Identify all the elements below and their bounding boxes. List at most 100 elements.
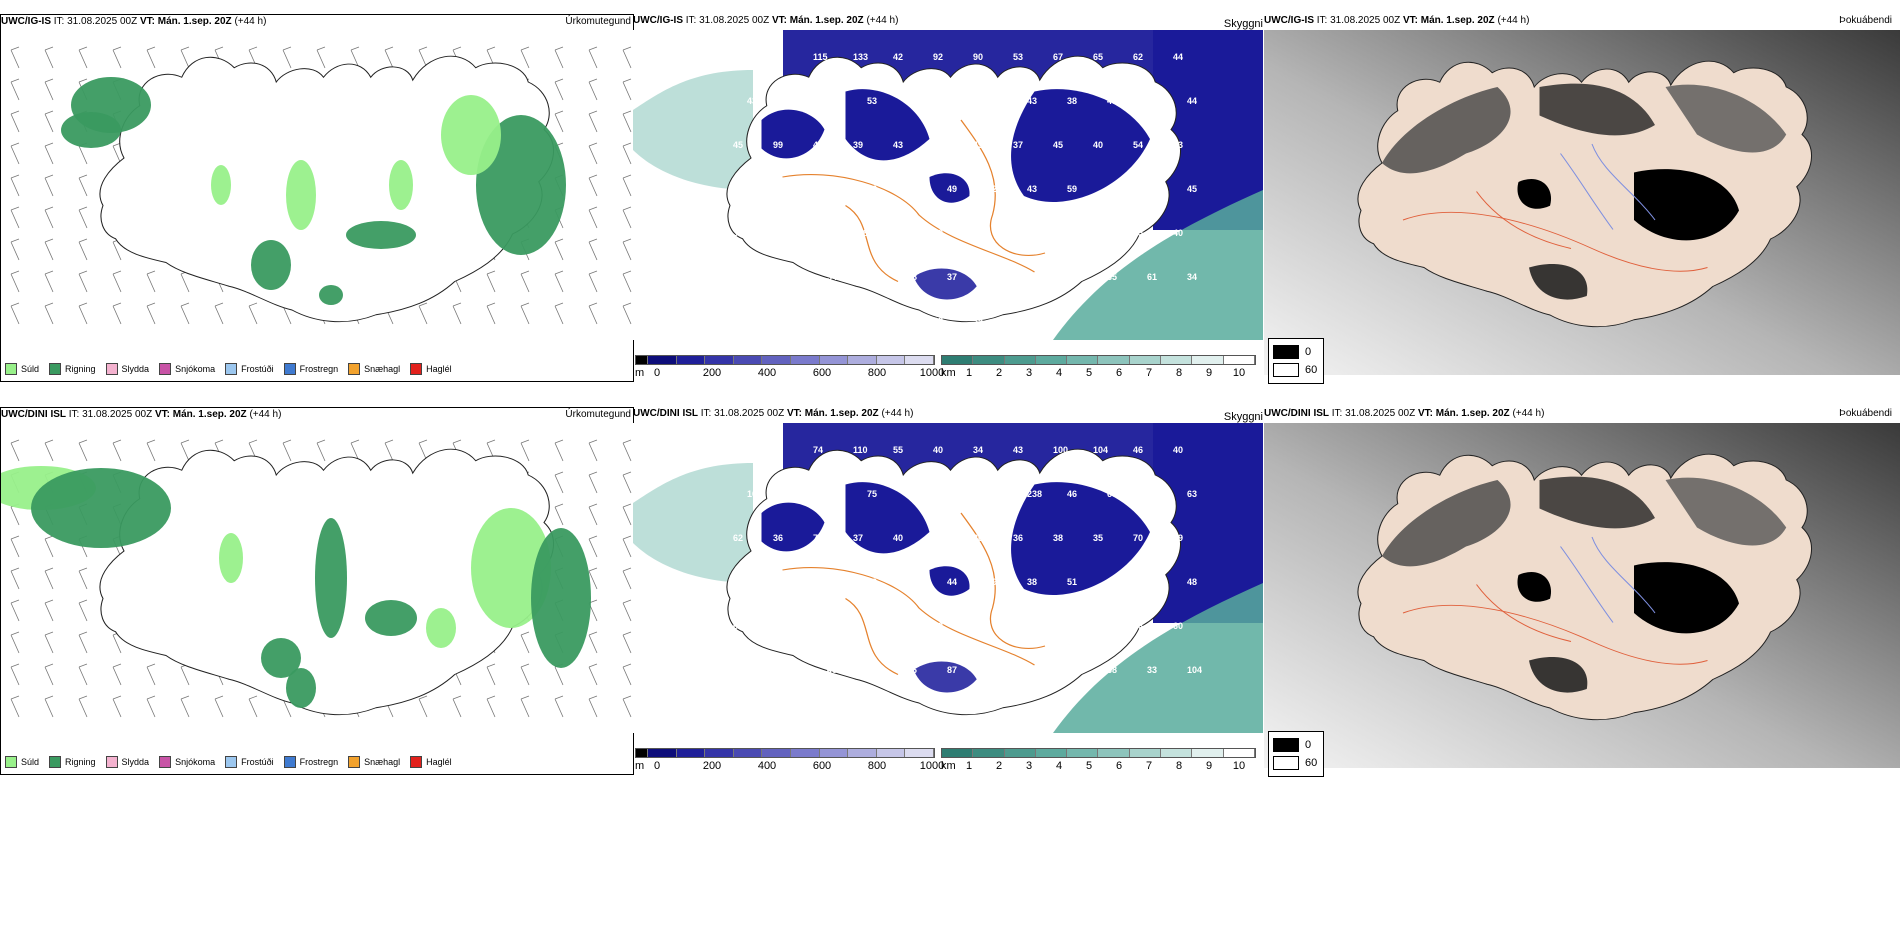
visibility-value: 42 [987, 184, 997, 194]
wind-barb [112, 663, 122, 686]
legend-label: Frostúði [241, 757, 274, 767]
wind-barb [554, 695, 564, 718]
wind-barb [78, 206, 88, 229]
colorbar-tick: 2 [995, 367, 1003, 379]
model-name: UWC/DINI ISL [1, 409, 66, 420]
wind-barb [622, 631, 632, 654]
wind-barb [44, 535, 54, 558]
visibility-value: 47 [827, 489, 837, 499]
visibility-value: 40 [1093, 140, 1103, 150]
panel-name: Þokuábendi [1839, 15, 1892, 26]
legend-item: Snjókoma [159, 756, 215, 768]
visibility-value: 79 [1013, 316, 1023, 326]
model-name: UWC/IG-IS [633, 15, 683, 26]
legend-label: Frostregn [299, 757, 339, 767]
visibility-value: 118 [827, 96, 842, 106]
precip-area [389, 160, 413, 210]
colorbar-tick: 400 [757, 760, 777, 772]
visibility-value: 51 [1067, 577, 1077, 587]
visibility-colorbar: km 1 2 3 4 5 6 7 8 9 10 [941, 748, 1256, 774]
fog-legend-item: 0 [1273, 738, 1317, 752]
legend-swatch [410, 363, 423, 375]
wind-barb [146, 270, 156, 293]
colorbar-tick: 9 [1205, 367, 1213, 379]
legend-item: Frostúði [225, 756, 274, 768]
wind-barb [418, 695, 428, 718]
fog-legend-label: 60 [1305, 364, 1318, 376]
wind-barb [554, 503, 564, 526]
visibility-value: 202 [1093, 228, 1108, 238]
wind-barb [588, 78, 598, 101]
wind-barb [588, 535, 598, 558]
fog-panel: UWC/IG-IS IT: 31.08.2025 00Z VT: Mán. 1.… [1264, 14, 1900, 384]
visibility-value: 62 [1133, 52, 1143, 62]
fog-legend-label: 0 [1305, 346, 1312, 358]
visibility-value: 39 [867, 272, 877, 282]
visibility-value: 63 [733, 621, 743, 631]
colorbar-tick: 3 [1025, 367, 1033, 379]
fog-legend: 0 60 [1268, 338, 1325, 384]
visibility-value: 36 [947, 489, 957, 499]
colorbar-tick: 4 [1055, 760, 1063, 772]
wind-barb [44, 631, 54, 654]
visibility-value: 49 [947, 184, 957, 194]
visibility-value: 43 [1013, 445, 1023, 455]
visibility-value: 59 [1067, 184, 1077, 194]
visibility-value: 40 [893, 533, 903, 543]
wind-barb [520, 439, 530, 462]
wind-barb [44, 46, 54, 69]
visibility-value: 378 [853, 228, 868, 238]
cloud-base-colorbar: m 0 200 400 600 800 1000 [635, 748, 944, 774]
precip-map [1, 439, 632, 718]
valid-time: VT: Mán. 1.sep. 20Z [1402, 15, 1495, 26]
legend-swatch [348, 363, 361, 375]
fog-legend: 0 60 [1268, 731, 1325, 777]
visibility-value: 280 [813, 316, 828, 326]
colorbar-tick: 200 [702, 367, 722, 379]
visibility-value: 35 [907, 96, 917, 106]
visibility-value: 62 [733, 533, 743, 543]
wind-barb [10, 302, 20, 325]
legend-label: Haglél [426, 757, 452, 767]
visibility-value: 133 [853, 52, 868, 62]
legend-item: Haglél [410, 363, 452, 375]
lead-time: (+44 h) [1512, 408, 1545, 419]
visibility-value: 43 [1027, 184, 1037, 194]
visibility-value: 54 [827, 272, 837, 282]
precip-areas [1, 466, 591, 708]
wind-barb [180, 663, 190, 686]
precip-legend: Súld Rigning Slydda Snjókoma Frostúði Frostre… [5, 363, 452, 375]
visibility-value: 35 [787, 184, 797, 194]
wind-barb [554, 471, 564, 494]
wind-barb [78, 238, 88, 261]
wind-barb [78, 567, 88, 590]
wind-barb [622, 503, 632, 526]
visibility-value: 45 [733, 140, 743, 150]
wind-barb [554, 439, 564, 462]
legend-swatch [5, 363, 17, 375]
lead-time: (+44 h) [249, 409, 282, 420]
visibility-value: 40 [987, 489, 997, 499]
coastline [99, 55, 555, 323]
colorbar-tick: 1 [965, 367, 973, 379]
visibility-value: 61 [1147, 272, 1157, 282]
wind-barb [588, 174, 598, 197]
visibility-value: 87 [893, 228, 903, 238]
visibility-value: 40 [933, 445, 943, 455]
wind-barb [588, 142, 598, 165]
wind-barb [588, 238, 598, 261]
visibility-value: 53 [1013, 52, 1023, 62]
visibility-value: 46 [827, 665, 837, 675]
visibility-value: 48 [827, 184, 837, 194]
legend-swatch [49, 756, 62, 768]
visibility-value: 35 [1093, 533, 1103, 543]
wind-barb [622, 78, 632, 101]
wind-barb [384, 46, 394, 69]
wind-barb [10, 78, 20, 101]
visibility-value: 48 [1187, 577, 1197, 587]
visibility-value: 63 [827, 577, 837, 587]
wind-barb [112, 439, 122, 462]
visibility-value: 46 [1093, 621, 1103, 631]
visibility-value: 38 [1067, 96, 1077, 106]
visibility-value: 42 [893, 52, 903, 62]
